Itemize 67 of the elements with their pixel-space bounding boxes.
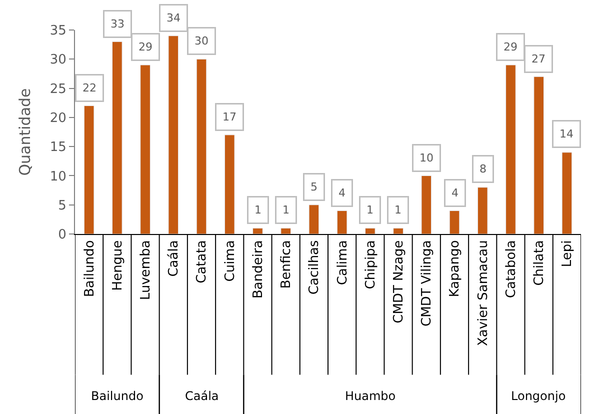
- x-tick-label: Catabola: [504, 240, 519, 298]
- x-tick-label: Catata: [194, 240, 210, 284]
- bar: [562, 152, 572, 234]
- data-label: 10: [420, 152, 434, 164]
- text: Caála: [185, 389, 219, 403]
- x-tick-label: Benfica: [279, 240, 294, 289]
- data-label: 34: [166, 12, 180, 24]
- y-tick-label: 20: [50, 110, 66, 126]
- bar: [421, 175, 432, 234]
- bar: [534, 76, 544, 234]
- bar: [506, 64, 516, 234]
- bar: [280, 228, 291, 234]
- x-tick-label: Kapango: [448, 240, 463, 298]
- x-tick-label: Bailundo: [82, 240, 98, 297]
- x-tick-label: Xavier Samacau: [476, 240, 491, 346]
- bar: [365, 228, 376, 234]
- text: Huambo: [345, 389, 396, 403]
- x-tick-label: Cuima: [222, 240, 238, 282]
- data-label: 22: [82, 82, 96, 94]
- data-label: 1: [282, 204, 290, 216]
- x-tick-label: CMDT Vilinga: [420, 240, 435, 326]
- data-label: 29: [504, 40, 518, 54]
- bar: [168, 36, 179, 234]
- data-label: 33: [110, 18, 124, 30]
- x-tick-label: CMDT Nzage: [392, 240, 407, 324]
- bar: [224, 134, 235, 234]
- y-tick-label: 10: [50, 169, 66, 184]
- data-label: 4: [452, 186, 458, 200]
- x-tick-label: Chipipa: [363, 240, 378, 290]
- y-tick-label: 25: [50, 82, 66, 97]
- data-label: 5: [310, 180, 318, 194]
- data-label: 27: [532, 52, 546, 66]
- data-label: 29: [138, 40, 152, 54]
- y-tick-label: 5: [58, 198, 66, 214]
- x-tick-label: Lepi: [560, 240, 576, 268]
- bar: [393, 228, 404, 234]
- bar: [477, 187, 488, 234]
- data-label: 17: [222, 110, 236, 124]
- y-tick-label: 30: [50, 52, 66, 68]
- bar: [308, 204, 320, 234]
- text: Bailundo: [91, 389, 144, 403]
- bar: [196, 58, 207, 234]
- data-label: 4: [338, 186, 346, 200]
- text: Longonjo: [511, 389, 566, 403]
- data-label: 1: [394, 204, 402, 216]
- y-axis-title: Quantidade: [16, 88, 34, 176]
- bar: [84, 106, 94, 234]
- x-tick-label: Calima: [335, 240, 350, 286]
- x-tick-label: Hengue: [110, 240, 126, 291]
- data-label: 8: [480, 162, 486, 176]
- x-tick-label: Luvemba: [138, 240, 154, 300]
- bar: [112, 41, 122, 234]
- x-tick-label: Cacilhas: [307, 240, 322, 295]
- y-tick-label: 35: [50, 24, 66, 39]
- x-tick-label: Bandeira: [250, 240, 266, 298]
- bar: [449, 210, 460, 234]
- bar: [252, 228, 263, 234]
- x-tick-label: Chilata: [532, 240, 548, 286]
- data-label: 1: [366, 204, 374, 216]
- data-label: 1: [254, 204, 262, 216]
- bar: [336, 210, 348, 234]
- y-tick-label: 0: [58, 228, 66, 243]
- x-tick-label: Caála: [166, 240, 182, 277]
- data-label: 30: [194, 34, 208, 48]
- bar: [140, 64, 150, 234]
- data-label: 14: [560, 128, 574, 140]
- y-tick-label: 15: [50, 140, 66, 156]
